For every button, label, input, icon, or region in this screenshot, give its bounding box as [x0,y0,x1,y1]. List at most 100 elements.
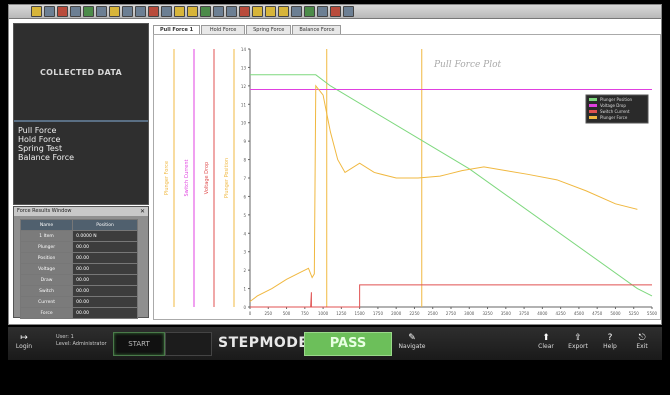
legend-entry: Voltage Drop [600,103,626,108]
toolbar-icon-7[interactable] [122,6,133,17]
toolbar-icon-18[interactable] [265,6,276,17]
toolbar-icon-14[interactable] [213,6,224,17]
toolbar-icon-2[interactable] [57,6,68,17]
y-tick-label: 7 [243,176,246,181]
start-button[interactable]: START [113,332,165,356]
row-value: 00.00 [72,296,138,308]
y-tick-label: 3 [243,250,246,255]
toolbar-icon-10[interactable] [161,6,172,17]
column-header-name: Name [19,219,74,231]
row-name: Switch [19,285,74,297]
navigate-button[interactable]: ✎ Navigate [398,333,426,350]
table-row: 1 Item 0.0000 N [19,230,138,242]
pencil-icon: ✎ [408,333,416,343]
collected-data-panel: COLLECTED DATA Pull Force Hold Force Sprin… [13,23,149,205]
x-tick-label: 5500 [647,311,658,316]
y-tick-label: 10 [241,121,247,126]
exit-button[interactable]: ⎋ Exit [632,333,652,350]
x-tick-label: 4500 [574,311,585,316]
series-line-plunger-force [249,84,638,302]
help-button[interactable]: ? Help [600,333,620,350]
toolbar-icon-24[interactable] [343,6,354,17]
toolbar-icon-16[interactable] [239,6,250,17]
close-icon[interactable]: ✕ [139,208,145,215]
panel-divider [14,120,148,122]
app-window: COLLECTED DATA Pull Force Hold Force Sprin… [8,4,662,325]
toolbar-icon-23[interactable] [330,6,341,17]
axis-label: Plunger Force [164,161,170,195]
user-level: Level: Administrator [56,341,107,347]
tab-spring-force[interactable]: Spring Force [246,25,292,35]
toolbar-icon-17[interactable] [252,6,263,17]
table-row: Current 00.00 [19,296,138,308]
toolbar-icon-0[interactable] [31,6,42,17]
row-value: 0.0000 N [72,230,138,242]
nav-item-hold-force[interactable]: Hold Force [18,135,61,144]
help-icon: ? [607,333,613,343]
y-tick-label: 9 [243,139,246,144]
row-value: 00.00 [72,263,138,275]
toolbar-icon-9[interactable] [148,6,159,17]
row-value: 00.00 [72,241,138,253]
series-line-plunger-position [250,74,653,297]
toolbar-icon-11[interactable] [174,6,185,17]
toolbar-icon-4[interactable] [83,6,94,17]
toolbar-icon-15[interactable] [226,6,237,17]
y-tick-label: 1 [243,287,246,292]
export-button[interactable]: ⇪ Export [568,333,588,350]
column-header-position: Position [72,219,138,231]
secondary-button[interactable] [165,332,212,356]
axis-label: Plunger Position [224,158,230,198]
tab-hold-force[interactable]: Hold Force [201,25,246,35]
y-tick-label: 6 [243,194,246,199]
tab-balance-force[interactable]: Balance Force [292,25,342,35]
table-row: Force 00.00 [19,307,138,319]
table-row: Draw 00.00 [19,274,138,286]
nav-item-pull-force[interactable]: Pull Force [18,126,57,135]
stepmode-label: STEPMODE [218,335,309,351]
chart-title: Pull Force Plot [433,60,502,70]
toolbar-icon-21[interactable] [304,6,315,17]
clear-button[interactable]: ⬆ Clear [536,333,556,350]
legend-entry: Plunger Force [600,115,628,120]
row-name: Voltage [19,263,74,275]
legend-swatch [589,110,597,113]
toolbar-icon-8[interactable] [135,6,146,17]
pull-force-chart: Plunger Force Switch Current Voltage Drop P… [164,47,658,316]
axis-label: Switch Current [184,160,190,197]
x-tick-label: 1500 [355,311,366,316]
toolbar-icon-12[interactable] [187,6,198,17]
row-name: Position [19,252,74,264]
toolbar-icon-5[interactable] [96,6,107,17]
toolbar-icon-6[interactable] [109,6,120,17]
nav-item-balance-force[interactable]: Balance Force [18,153,75,162]
y-tick-label: 14 [241,47,247,52]
x-tick-label: 4250 [556,311,567,316]
toolbar-icon-3[interactable] [70,6,81,17]
toolbar-icon-20[interactable] [291,6,302,17]
login-label: Login [15,343,33,350]
x-tick-label: 3250 [482,311,493,316]
help-label: Help [603,343,617,350]
row-name: Plunger [19,241,74,253]
tab-pull-force-1[interactable]: Pull Force 1 [153,25,201,35]
chart-area: Plunger Force Switch Current Voltage Drop P… [153,34,661,320]
toolbar-icon-22[interactable] [317,6,328,17]
nav-item-spring-test[interactable]: Spring Test [18,144,63,153]
login-button[interactable]: ↦ Login [14,333,34,350]
toolbar-icon-19[interactable] [278,6,289,17]
table-row: Position 00.00 [19,252,138,264]
x-tick-label: 3750 [519,311,530,316]
x-tick-label: 2500 [428,311,439,316]
row-name: Force [19,307,74,319]
user-info: User: 1 Level: Administrator [56,334,107,348]
toolbar-icon-13[interactable] [200,6,211,17]
navigate-label: Navigate [398,343,426,350]
y-tick-label: 5 [243,213,246,218]
toolbar-icon-1[interactable] [44,6,55,17]
series-line-switch-current [250,284,652,308]
x-tick-label: 250 [264,311,272,316]
x-tick-label: 5000 [610,311,621,316]
exit-icon: ⎋ [638,333,646,343]
toolbar [9,5,661,19]
